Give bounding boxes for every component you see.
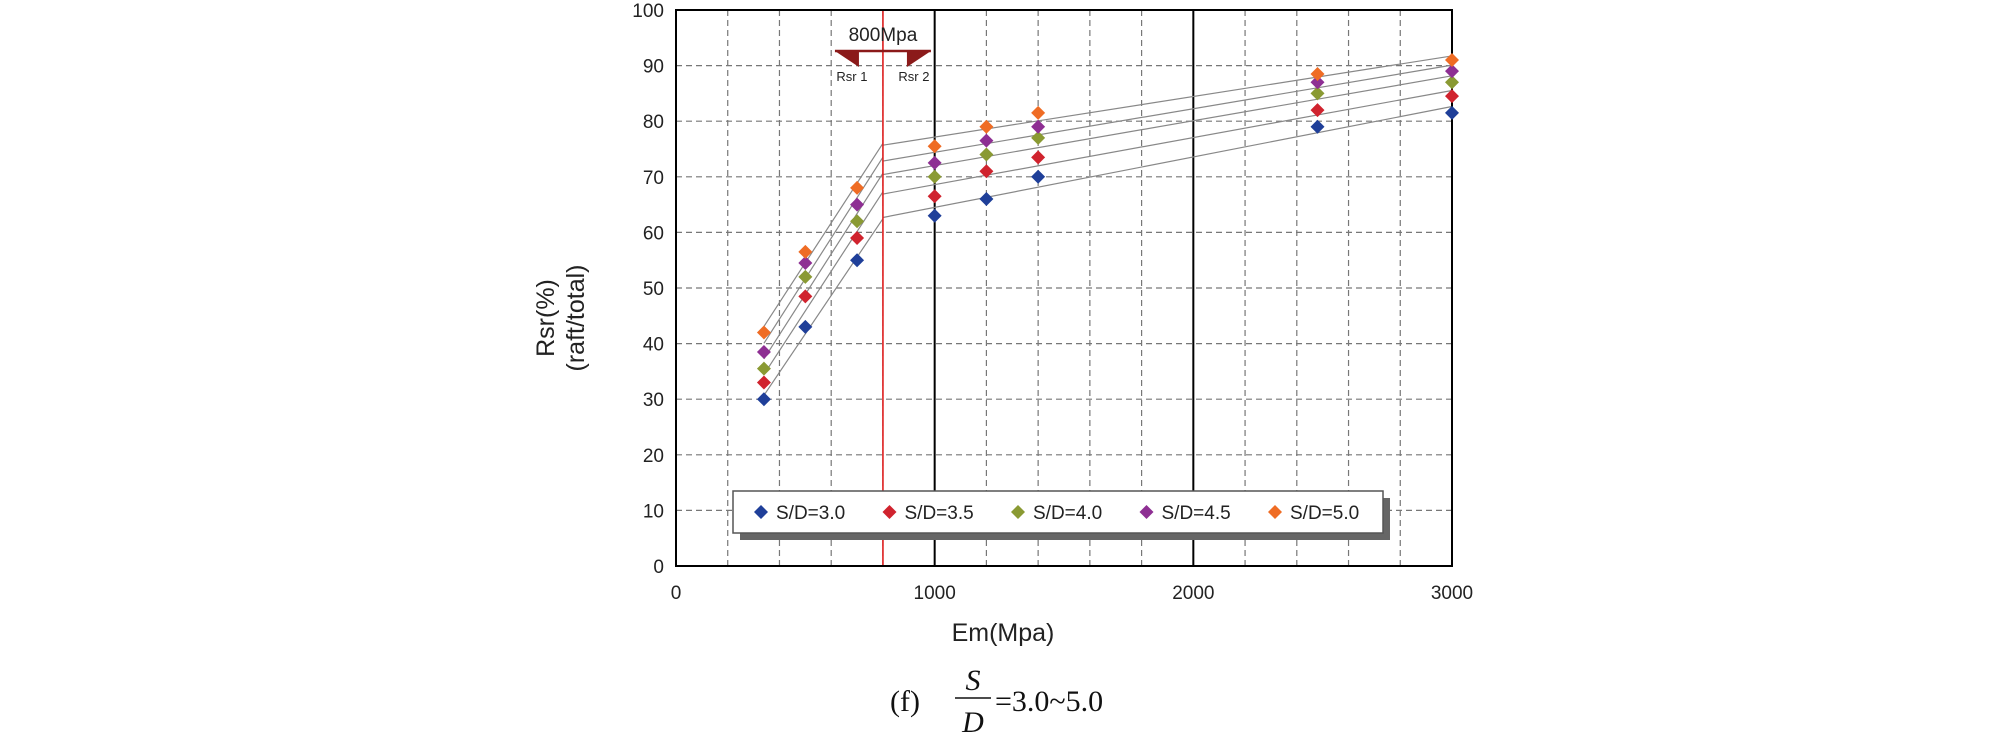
x-tick-labels: 0 1000 2000 3000 [671,583,1473,604]
data-point [1310,66,1325,81]
data-point [1310,86,1325,101]
rsr1-label: Rsr 1 [836,69,867,84]
trend-line-rsr1 [763,191,884,375]
data-point [979,119,994,134]
x-tick-label: 0 [671,583,682,604]
data-point [1310,75,1325,90]
data-point [927,208,942,223]
y-tick-label: 80 [643,112,664,133]
caption-prefix: (f) [890,685,920,718]
data-point [1445,75,1459,90]
y-axis-label-line2: (raft/total) [562,265,590,372]
data-point [756,392,771,407]
data-point [756,325,771,340]
legend-marker [1139,505,1154,519]
legend-marker [882,505,897,519]
data-point [1031,130,1046,145]
trend-line-rsr1 [763,172,884,360]
legend-label: S/D=5.0 [1290,503,1359,524]
y-tick-labels: 0 10 20 30 40 50 60 70 80 90 100 [632,1,664,578]
x-tick-label: 1000 [914,583,956,604]
x-tick-label: 2000 [1172,583,1214,604]
data-point [1310,103,1325,118]
data-point [979,164,994,179]
trend-line-rsr2 [882,89,1453,195]
data-point [798,319,813,334]
y-tick-label: 10 [643,501,664,522]
data-point [1031,169,1046,184]
grid [676,10,1452,566]
data-point [1445,105,1459,120]
trend-line-rsr2 [882,55,1453,146]
trend-line-rsr1 [763,218,884,396]
data-point [979,147,994,162]
caption-denominator: D [961,706,984,738]
data-point [927,139,942,154]
y-tick-label: 20 [643,446,664,467]
y-tick-label: 60 [643,223,664,244]
y-tick-label: 100 [632,1,664,22]
data-point [798,269,813,284]
legend-label: S/D=3.5 [905,503,974,524]
data-point [979,192,994,207]
y-tick-label: 30 [643,390,664,411]
arrow-right-icon [906,51,931,67]
legend-label: S/D=3.0 [776,503,845,524]
data-point [927,169,942,184]
data-point [756,375,771,390]
x-tick-label: 3000 [1431,583,1473,604]
x-axis-label: Em(Mpa) [952,619,1055,647]
data-point [1445,89,1459,104]
legend-marker [1011,505,1025,519]
data-point [1445,64,1459,79]
data-point [1310,119,1325,134]
data-point [798,255,813,270]
data-point [798,289,813,304]
data-point [850,253,865,268]
trend-line-rsr2 [882,75,1453,176]
data-point [850,214,865,229]
y-axis-label-line1: Rsr(%) [532,279,560,357]
data-point [927,155,942,170]
y-axis-label: Rsr(%) (raft/total) [532,265,590,372]
threshold-label: 800Mpa [849,25,918,46]
y-tick-label: 40 [643,335,664,356]
data-points [756,53,1459,407]
trend-line-rsr1 [763,142,884,327]
data-point [1031,105,1046,120]
y-tick-label: 50 [643,279,664,300]
data-point [1031,150,1046,165]
arrow-left-icon [834,51,859,67]
caption-numerator: S [966,664,981,697]
data-point [979,133,994,148]
data-point [850,230,865,245]
figure-caption: (f) S D =3.0~5.0 [890,664,1103,738]
trend-line-rsr2 [882,64,1453,162]
data-point [850,197,865,212]
data-point [756,344,771,359]
y-tick-label: 0 [653,557,664,578]
legend-marker [754,505,768,519]
data-point [756,361,771,376]
threshold-marker: 800Mpa Rsr 1 Rsr 2 [834,10,931,566]
y-tick-label: 90 [643,57,664,78]
data-point [850,180,865,195]
plot-frame [675,9,1453,567]
data-point [1031,119,1046,134]
legend-label: S/D=4.5 [1162,503,1231,524]
data-point [798,244,813,259]
data-point [927,189,942,204]
trend-line-rsr2 [882,105,1453,219]
rsr2-label: Rsr 2 [898,69,929,84]
caption-suffix: =3.0~5.0 [995,685,1103,718]
y-tick-label: 70 [643,168,664,189]
data-point [1445,53,1459,68]
legend-marker [1268,505,1282,519]
legend-label: S/D=4.0 [1033,503,1102,524]
legend: S/D=3.0 S/D=3.5 S/D=4.0 S/D=4.5 S/D=5.0 [732,490,1390,540]
trend-line-rsr1 [763,156,884,344]
